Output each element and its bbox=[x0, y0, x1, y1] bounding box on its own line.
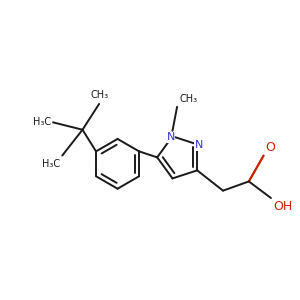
Text: H₃C: H₃C bbox=[42, 159, 60, 169]
Text: N: N bbox=[195, 140, 203, 150]
Text: H₃C: H₃C bbox=[33, 117, 51, 127]
Text: OH: OH bbox=[273, 200, 292, 213]
Text: CH₃: CH₃ bbox=[180, 94, 198, 104]
Text: O: O bbox=[266, 141, 275, 154]
Text: N: N bbox=[167, 132, 175, 142]
Text: CH₃: CH₃ bbox=[90, 90, 108, 100]
